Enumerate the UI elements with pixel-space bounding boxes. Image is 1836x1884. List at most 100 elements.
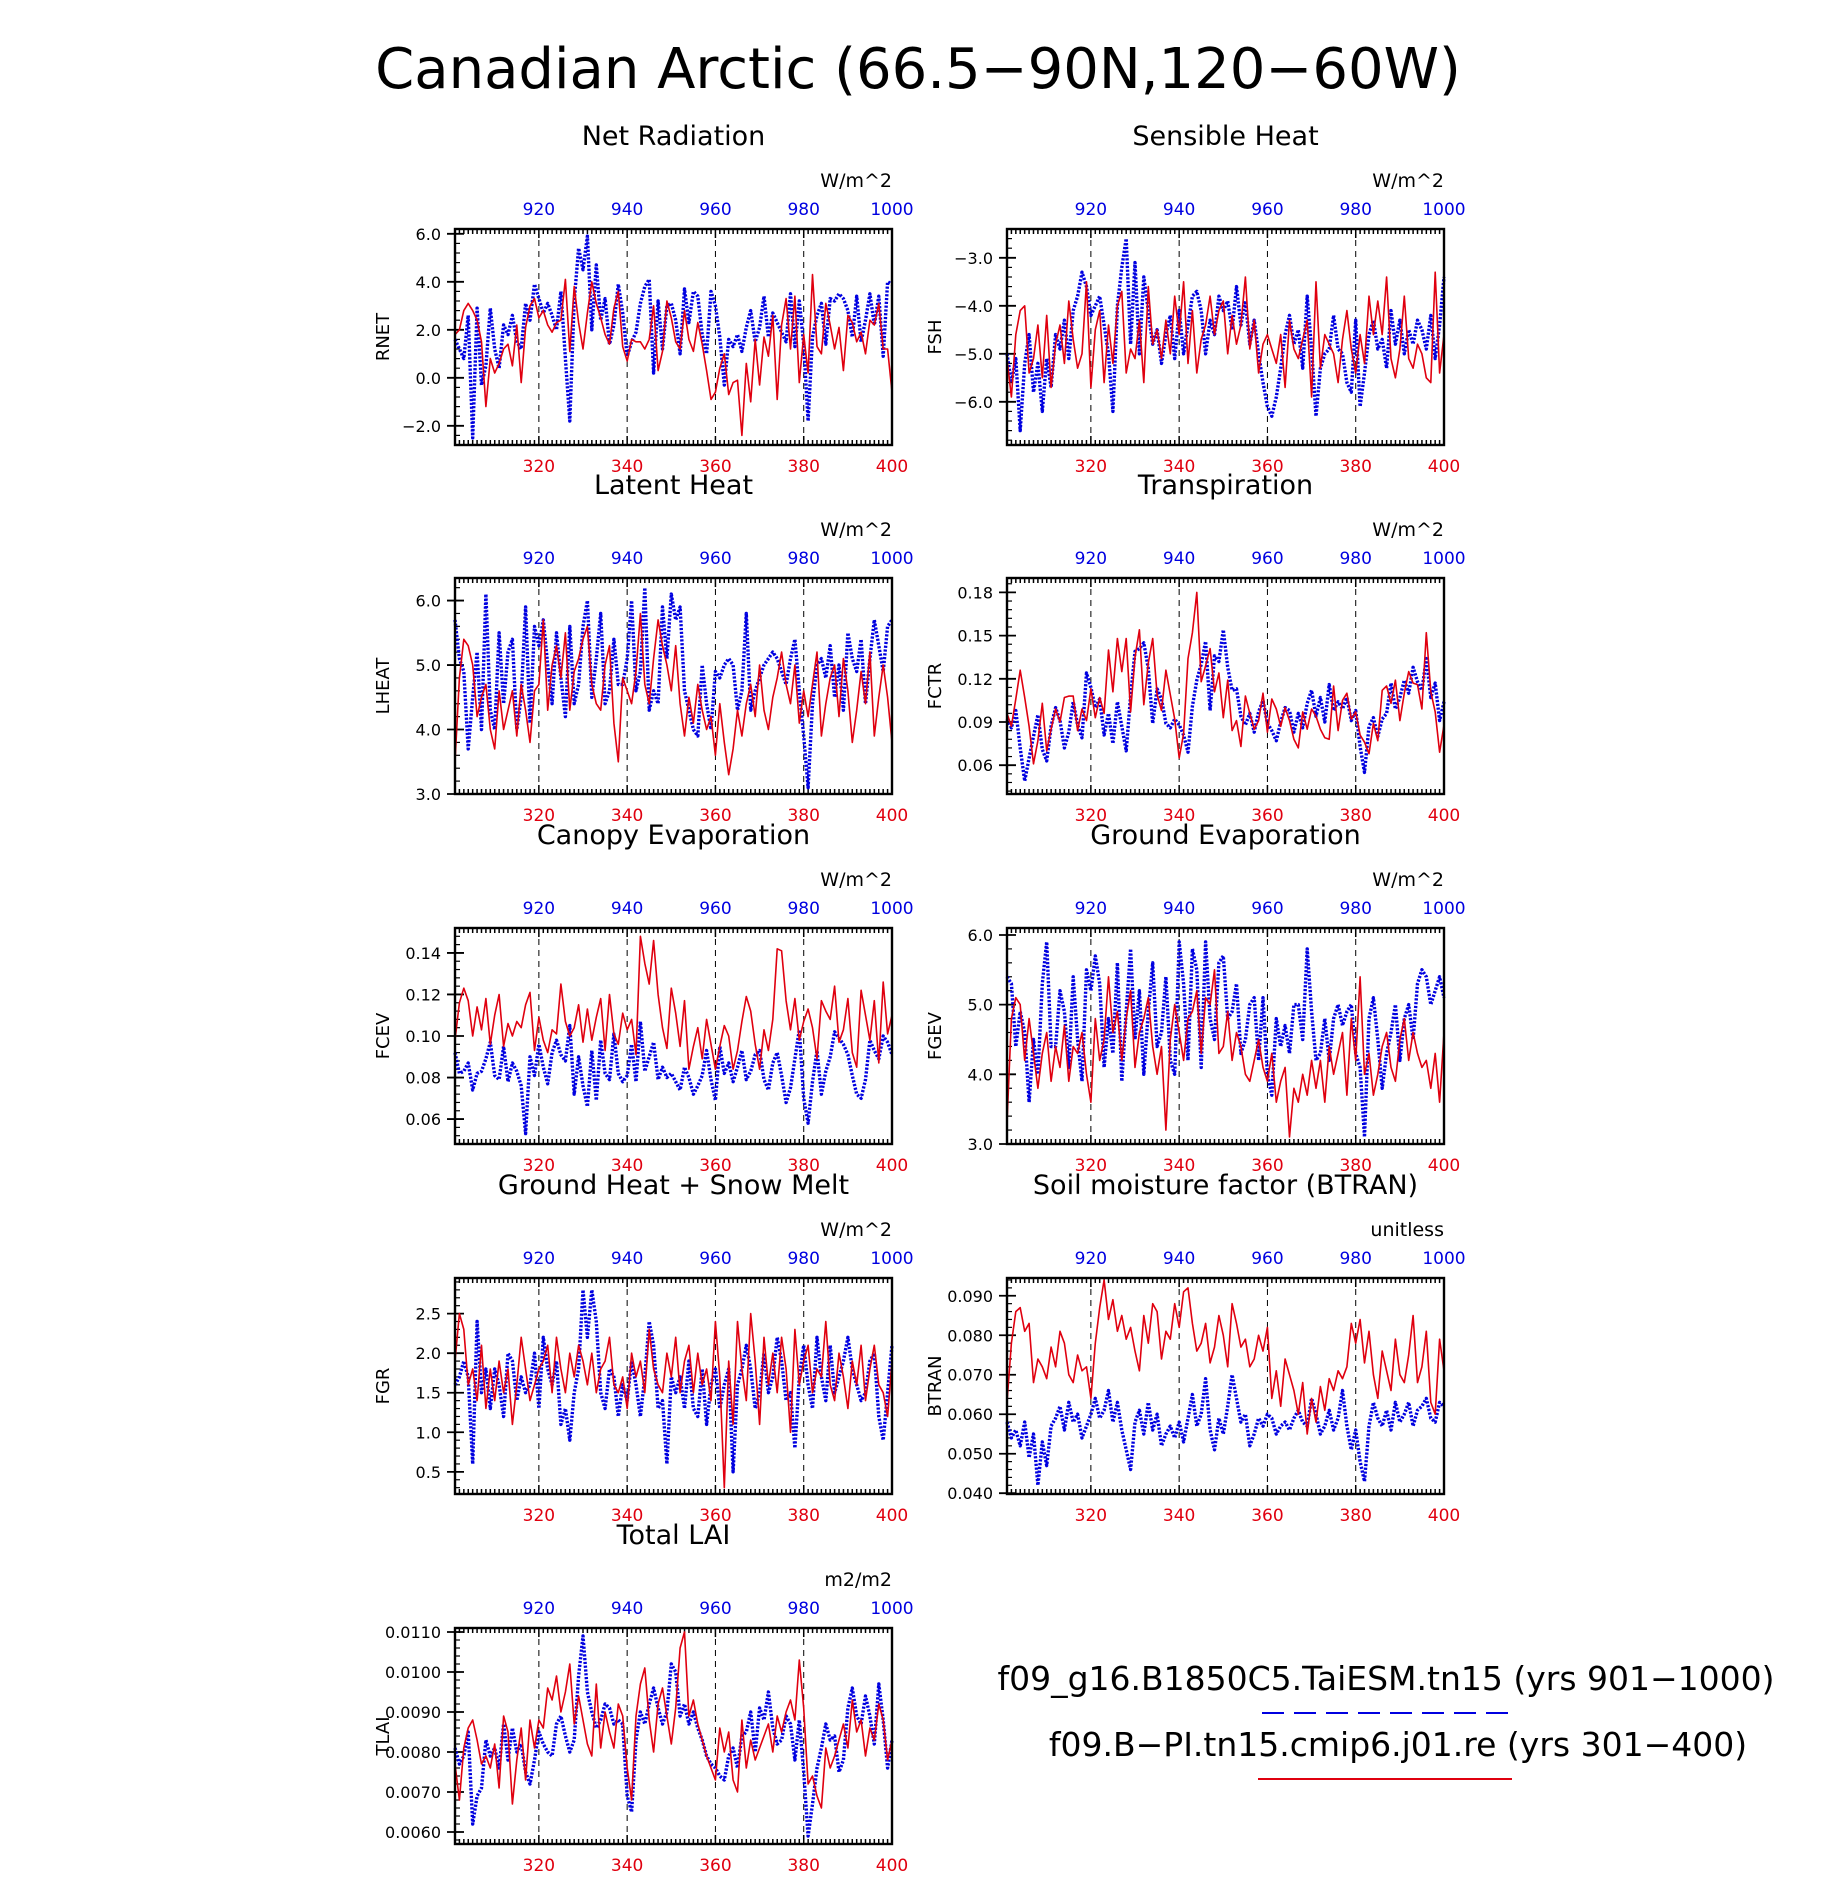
y-tick-label: 2.0 xyxy=(416,1344,441,1363)
y-tick-label: 0.0110 xyxy=(385,1623,441,1642)
units-label: W/m^2 xyxy=(1372,869,1444,891)
panel-total-lai: Total LAI m2/m2 TLAI 320 340 360 380 400 920 940 9… xyxy=(373,1520,914,1876)
y-axis-label: FSH xyxy=(925,320,946,355)
x-tick-label-top: 980 xyxy=(787,899,819,919)
x-tick-label-bottom: 320 xyxy=(1075,1506,1107,1526)
panel-soil-moisture-factor-btran: Soil moisture factor (BTRAN) unitless BTRA… xyxy=(925,1170,1466,1526)
panel-sensible-heat: Sensible Heat W/m^2 FSH 320 340 360 380 400 920 9… xyxy=(925,121,1466,477)
series-line-taiesm xyxy=(453,234,893,440)
y-tick-label: 4.0 xyxy=(416,273,441,292)
x-tick-label-top: 960 xyxy=(1251,899,1283,919)
series-line-cmip6 xyxy=(454,612,893,776)
x-tick-label-bottom: 400 xyxy=(876,1156,908,1176)
plot-frame xyxy=(1005,926,1446,1146)
series-line-cmip6 xyxy=(1006,1279,1445,1435)
x-tick-label-bottom: 340 xyxy=(611,457,643,477)
x-tick-label-top: 980 xyxy=(1339,1249,1371,1269)
y-axis-label: TLAI xyxy=(373,1716,394,1756)
y-tick-label: 0.06 xyxy=(405,1110,441,1129)
y-tick-label: 0.040 xyxy=(947,1484,993,1503)
x-tick-label-top: 980 xyxy=(787,1599,819,1619)
x-tick-label-bottom: 320 xyxy=(523,457,555,477)
x-tick-label-top: 960 xyxy=(1251,1249,1283,1269)
x-tick-label-bottom: 340 xyxy=(611,1506,643,1526)
y-tick-label: 0.0070 xyxy=(385,1783,441,1802)
y-tick-label: 0.09 xyxy=(957,713,993,732)
x-tick-label-top: 920 xyxy=(1075,1249,1107,1269)
y-tick-label: −6.0 xyxy=(954,393,993,412)
y-tick-label: 0.0090 xyxy=(385,1703,441,1722)
x-tick-label-bottom: 400 xyxy=(1428,457,1460,477)
x-tick-label-bottom: 400 xyxy=(876,806,908,826)
x-tick-label-top: 1000 xyxy=(870,899,913,919)
y-tick-label: 0.15 xyxy=(957,627,993,646)
panel-title: Transpiration xyxy=(1137,470,1313,501)
x-tick-label-top: 960 xyxy=(699,899,731,919)
x-tick-label-bottom: 360 xyxy=(699,457,731,477)
panels: Net Radiation W/m^2 RNET 320 340 360 380 400 920… xyxy=(373,121,1466,1876)
y-tick-label: 0.12 xyxy=(405,985,441,1004)
x-tick-label-bottom: 380 xyxy=(787,1856,819,1876)
series-line-taiesm xyxy=(1005,236,1446,433)
x-tick-label-top: 960 xyxy=(699,200,731,220)
x-tick-label-bottom: 340 xyxy=(611,806,643,826)
x-tick-label-top: 960 xyxy=(699,1249,731,1269)
series-line-taiesm xyxy=(453,1019,894,1136)
panel-latent-heat: Latent Heat W/m^2 LHEAT 320 340 360 380 400 920 9… xyxy=(373,470,914,826)
x-tick-label-top: 980 xyxy=(1339,200,1371,220)
figure-title: Canadian Arctic (66.5−90N,120−60W) xyxy=(375,37,1461,102)
series-line-cmip6 xyxy=(1006,591,1445,765)
x-tick-label-top: 1000 xyxy=(1422,549,1465,569)
x-tick-label-top: 920 xyxy=(523,1599,555,1619)
legend-label-cmip6: f09.B−PI.tn15.cmip6.j01.re (yrs 301−400) xyxy=(1049,1725,1747,1764)
y-axis-label: FCEV xyxy=(373,1012,394,1059)
x-tick-label-bottom: 340 xyxy=(611,1856,643,1876)
x-tick-label-top: 1000 xyxy=(1422,200,1465,220)
y-tick-label: 0.5 xyxy=(416,1463,441,1482)
y-tick-label: −3.0 xyxy=(954,249,993,268)
x-tick-label-top: 980 xyxy=(787,200,819,220)
y-tick-label: 0.070 xyxy=(947,1366,993,1385)
y-axis-label: FGEV xyxy=(925,1011,946,1060)
y-axis-label: FGR xyxy=(373,1368,394,1405)
y-tick-label: −4.0 xyxy=(954,297,993,316)
panel-transpiration: Transpiration W/m^2 FCTR 320 340 360 380 400 920… xyxy=(925,470,1466,826)
plot-frame xyxy=(1005,1276,1446,1496)
units-label: W/m^2 xyxy=(820,170,892,192)
plot-frame xyxy=(453,576,894,796)
y-tick-label: 6.0 xyxy=(416,592,441,611)
x-tick-label-top: 980 xyxy=(1339,549,1371,569)
plot-frame xyxy=(453,227,894,447)
x-tick-label-bottom: 320 xyxy=(523,1506,555,1526)
panel-title: Net Radiation xyxy=(582,121,766,152)
x-tick-label-top: 940 xyxy=(1163,899,1195,919)
x-tick-label-bottom: 400 xyxy=(876,1856,908,1876)
units-label: unitless xyxy=(1370,1219,1444,1241)
units-label: W/m^2 xyxy=(820,1219,892,1241)
x-tick-label-bottom: 360 xyxy=(1251,457,1283,477)
x-tick-label-top: 960 xyxy=(1251,549,1283,569)
x-tick-label-bottom: 360 xyxy=(1251,1506,1283,1526)
y-tick-label: 3.0 xyxy=(968,1135,993,1154)
x-tick-label-bottom: 380 xyxy=(1339,457,1371,477)
x-tick-label-bottom: 400 xyxy=(876,457,908,477)
y-tick-label: 6.0 xyxy=(968,926,993,945)
y-tick-label: 0.0100 xyxy=(385,1663,441,1682)
x-tick-label-top: 960 xyxy=(1251,200,1283,220)
plot-frame xyxy=(1005,576,1446,796)
plot-frame xyxy=(453,1276,894,1496)
y-tick-label: 6.0 xyxy=(416,225,441,244)
x-tick-label-bottom: 320 xyxy=(1075,1156,1107,1176)
x-tick-label-bottom: 380 xyxy=(1339,806,1371,826)
y-tick-label: −5.0 xyxy=(954,345,993,364)
x-tick-label-bottom: 400 xyxy=(876,1506,908,1526)
y-axis-label: LHEAT xyxy=(373,657,394,715)
y-tick-label: 5.0 xyxy=(968,996,993,1015)
y-tick-label: 0.14 xyxy=(405,944,441,963)
panel-title: Sensible Heat xyxy=(1132,121,1318,152)
y-tick-label: 2.0 xyxy=(416,321,441,340)
x-tick-label-top: 940 xyxy=(1163,200,1195,220)
y-tick-label: 0.090 xyxy=(947,1287,993,1306)
series-line-taiesm xyxy=(453,586,894,790)
x-tick-label-top: 940 xyxy=(611,549,643,569)
